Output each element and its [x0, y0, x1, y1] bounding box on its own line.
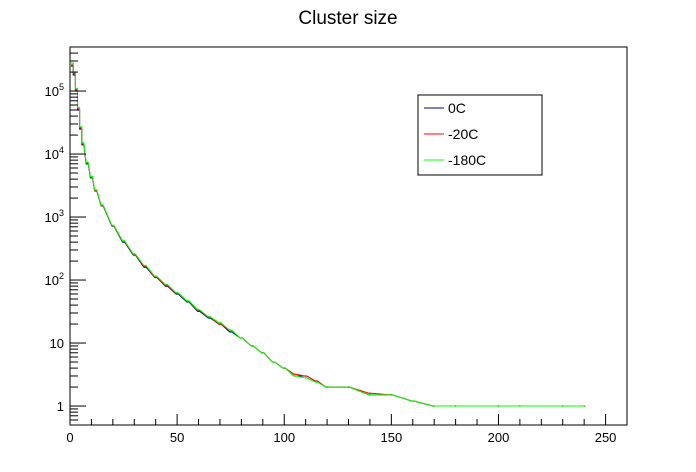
series-point-2-23: [251, 345, 253, 347]
series-point-2-28: [304, 377, 307, 379]
series-point-2-20: [219, 321, 221, 324]
series-point-1-28: [304, 375, 307, 377]
plot-frame: [69, 46, 628, 426]
series-point-2-29: [315, 381, 318, 383]
series-point-1-20: [219, 323, 221, 325]
series-point-2-7: [90, 175, 93, 178]
x-tick-label-5: 250: [595, 430, 617, 445]
series-point-0-3: [77, 109, 80, 111]
series-layer: [71, 62, 586, 407]
series-point-2-27: [294, 375, 296, 377]
series-point-2-8: [94, 189, 97, 191]
series-point-2-17: [187, 299, 189, 302]
series-point-1-0: [71, 64, 73, 66]
series-point-2-12: [133, 253, 136, 255]
x-axis: 0 50 100 150 200 250: [66, 414, 616, 445]
x-tick-label-1: 50: [170, 430, 184, 445]
series-point-2-6: [86, 161, 88, 164]
series-point-2-0: [71, 62, 73, 64]
legend-label-2: -180C: [448, 152, 486, 168]
series-point-2-16: [176, 291, 178, 294]
series-point-2-31: [347, 386, 350, 388]
series-point-0-19: [208, 317, 211, 319]
series-point-1-29: [315, 380, 318, 382]
series-point-2-10: [112, 224, 114, 227]
series-point-1-27: [294, 373, 296, 376]
series-point-1-1: [73, 72, 76, 75]
series-point-2-39: [561, 405, 564, 407]
series-point-2-3: [77, 106, 80, 109]
series-point-1-32: [369, 392, 371, 395]
series-point-2-19: [208, 316, 211, 318]
series-point-2-15: [165, 283, 168, 286]
series-point-2-32: [369, 394, 371, 396]
series-point-1-3: [77, 108, 80, 110]
series-point-2-26: [283, 367, 286, 369]
series-point-2-35: [433, 405, 436, 407]
y-tick-label-1: 10: [50, 336, 64, 351]
series-point-2-40: [583, 405, 585, 407]
y-tick-label-4: 104: [45, 145, 64, 162]
series-point-2-37: [497, 405, 500, 407]
x-tick-label-3: 150: [380, 430, 402, 445]
series-point-2-33: [390, 394, 393, 396]
series-point-2-22: [240, 337, 243, 339]
series-point-0-21: [229, 331, 232, 333]
series-point-2-14: [154, 275, 157, 278]
x-tick-label-0: 0: [66, 430, 73, 445]
x-tick-label-4: 200: [488, 430, 510, 445]
x-tick-label-2: 100: [273, 430, 295, 445]
series-point-2-18: [197, 308, 200, 311]
series-point-2-38: [519, 405, 521, 407]
series-point-2-34: [412, 400, 414, 402]
series-point-2-25: [272, 361, 275, 363]
y-tick-label-2: 102: [45, 271, 64, 288]
series-point-0-4: [79, 128, 82, 130]
legend-label-1: -20C: [448, 126, 478, 142]
y-tick-label-5: 105: [45, 82, 64, 99]
series-point-2-21: [229, 329, 232, 332]
legend-label-0: 0C: [448, 100, 466, 116]
series-point-0-0: [71, 65, 73, 67]
series-point-2-4: [79, 126, 82, 128]
y-tick-label-3: 103: [45, 208, 64, 225]
series-point-2-13: [144, 264, 146, 267]
series-point-2-30: [326, 386, 328, 388]
series-point-0-1: [73, 74, 76, 76]
y-axis: 1 10 102 103 104 105: [45, 46, 86, 426]
series-point-2-2: [75, 87, 78, 90]
series-point-2-5: [82, 142, 84, 144]
chart-title: Cluster size: [298, 8, 397, 29]
series-point-2-24: [262, 352, 264, 354]
y-tick-label-0: 1: [57, 399, 64, 414]
series-point-2-36: [454, 405, 457, 407]
series-point-1-2: [75, 88, 78, 91]
legend: 0C -20C -180C: [417, 94, 543, 176]
series-point-2-9: [101, 204, 103, 206]
series-point-2-11: [122, 240, 125, 242]
